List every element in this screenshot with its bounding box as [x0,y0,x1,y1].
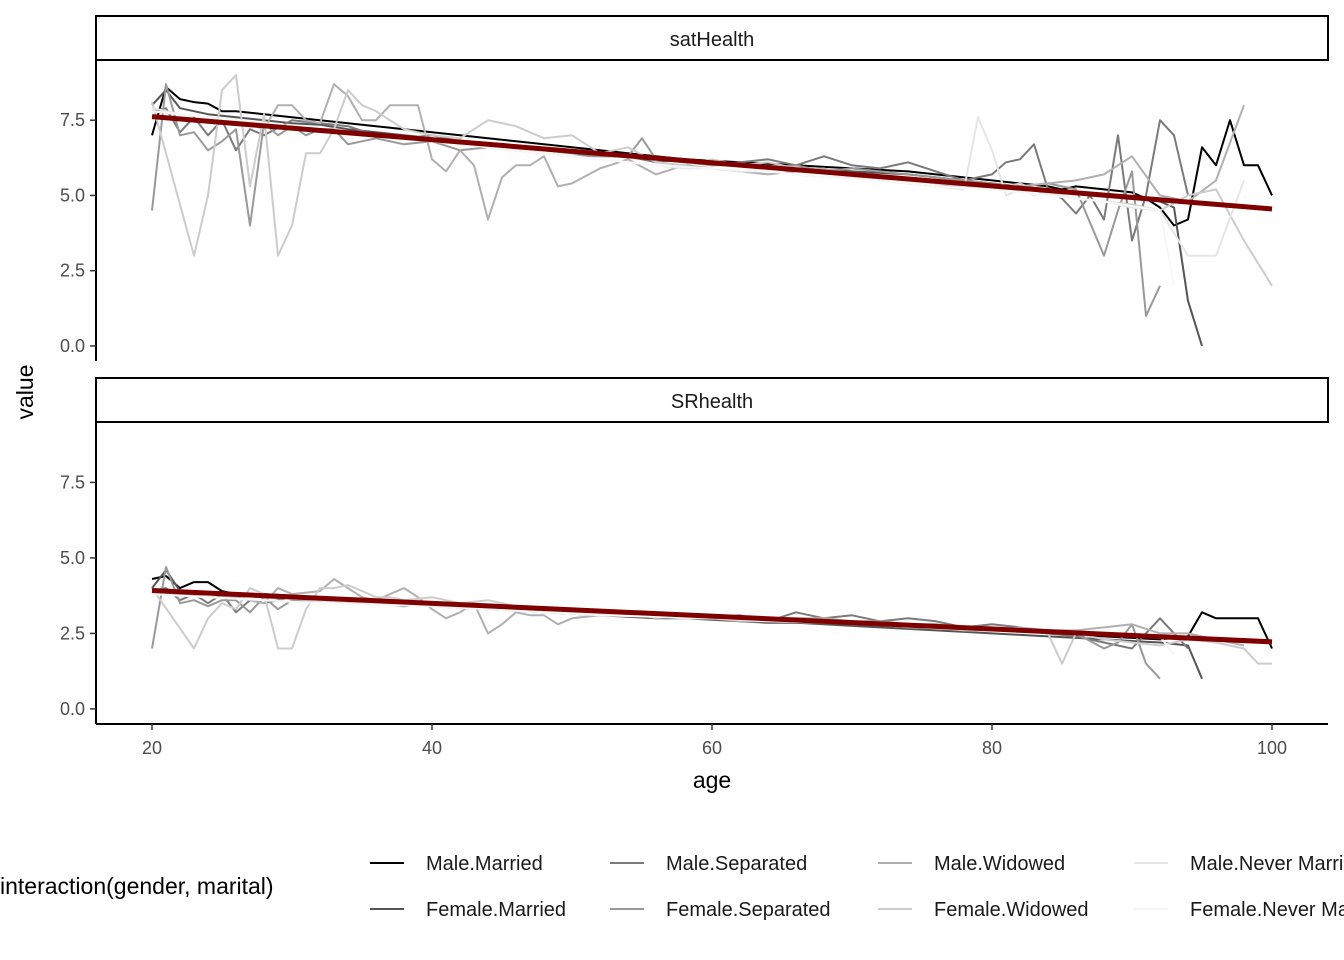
legend-title: interaction(gender, marital) [0,873,274,899]
legend-label-male-married: Male.Married [426,853,543,875]
y-tick-label: 5.0 [60,548,85,568]
series-line-female-never-married-srhealth [151,593,1175,656]
panel-srhealth: SRhealth 0.0 2.5 5.0 7.5 20 40 60 80 100 [60,377,1329,758]
legend-label-female-separated: Female.Separated [666,899,831,921]
legend-items: Male.Married Female.Married Male.Separated… [370,853,1344,921]
legend-label-male-separated: Male.Separated [666,853,807,875]
x-tick-label: 80 [982,738,1002,758]
strip-label-srhealth: SRhealth [671,391,753,413]
series-line-male-married-srhealth [151,575,1273,649]
series-line-female-never-married-sathealth [151,110,1175,286]
x-tick-label: 40 [422,738,442,758]
strip-srhealth [95,377,1329,423]
y-tick-label: 2.5 [60,261,85,281]
series-lines-srhealth [151,566,1273,680]
y-ticks-sathealth: 0.0 2.5 5.0 7.5 [60,110,96,356]
trend-line-sathealth [151,114,1273,212]
x-ticks: 20 40 60 80 100 [142,724,1287,758]
trend-line-sathealth [151,114,1273,212]
y-tick-label: 7.5 [60,110,85,130]
x-tick-label: 20 [142,738,162,758]
series-lines-sathealth [151,74,1273,347]
legend-label-male-widowed: Male.Widowed [934,853,1065,875]
legend-label-female-married: Female.Married [426,899,566,921]
series-line-female-separated-srhealth [151,566,1161,680]
series-line-male-married-sathealth [151,86,1273,227]
trend-line-srhealth [151,588,1273,645]
x-tick-label: 100 [1257,738,1287,758]
legend-label-female-never-married: Female.Never Married [1190,899,1344,921]
legend-label-female-widowed: Female.Widowed [934,899,1089,921]
x-tick-label: 60 [702,738,722,758]
y-ticks-srhealth: 0.0 2.5 5.0 7.5 [60,472,96,719]
y-axis-title: value [12,365,38,420]
trend-line-srhealth [151,588,1273,645]
y-tick-label: 0.0 [60,336,85,356]
strip-sathealth [95,15,1329,61]
legend: interaction(gender, marital) Male.Marrie… [0,853,1344,921]
y-tick-label: 5.0 [60,185,85,205]
series-line-male-widowed-srhealth [151,578,1245,647]
y-tick-label: 0.0 [60,699,85,719]
y-tick-label: 2.5 [60,623,85,643]
panel-sathealth: satHealth 0.0 2.5 5.0 7.5 [60,15,1329,361]
y-tick-label: 7.5 [60,472,85,492]
legend-label-male-never-married: Male.Never Married [1190,853,1344,875]
x-axis-title: age [693,767,731,793]
series-line-female-married-srhealth [151,569,1203,680]
strip-label-sathealth: satHealth [670,29,755,51]
